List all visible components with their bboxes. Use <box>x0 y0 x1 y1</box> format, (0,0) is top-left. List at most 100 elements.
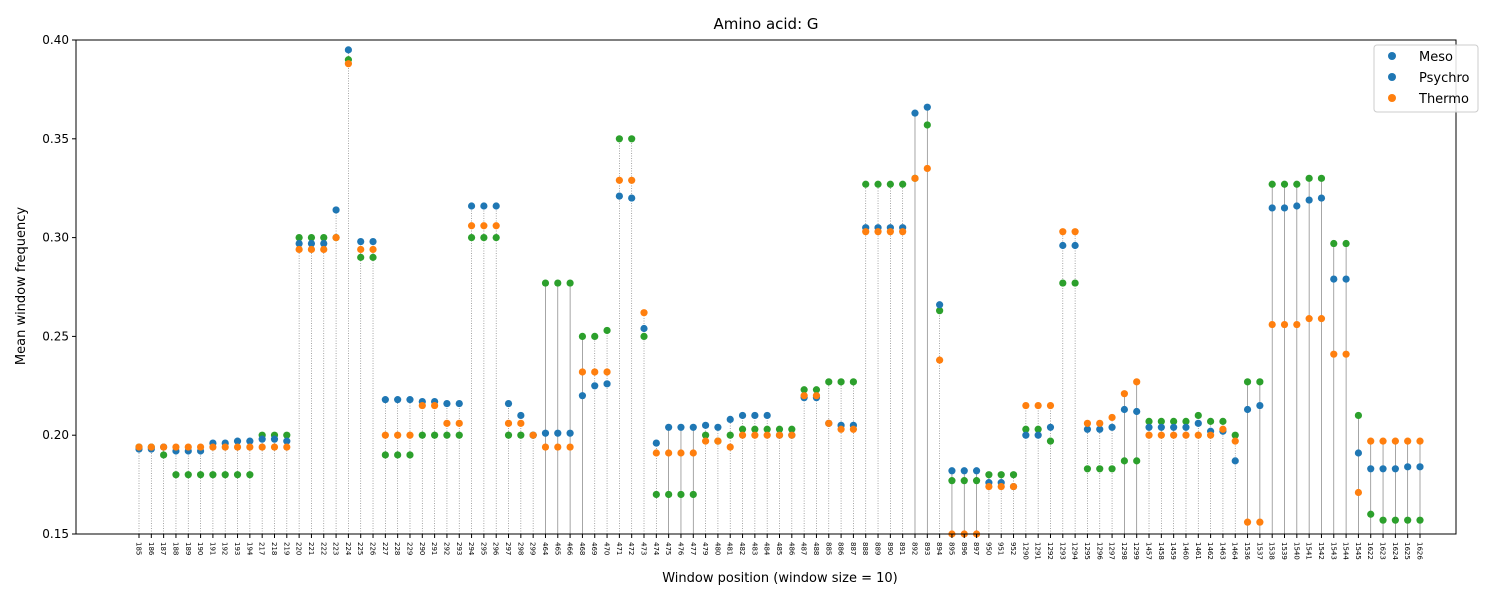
data-point-meso <box>701 431 710 439</box>
x-tick-label: 224 <box>344 542 352 556</box>
x-tick-label: 194 <box>245 542 253 556</box>
data-point-thermo <box>270 443 279 451</box>
data-point-thermo <box>480 222 488 230</box>
data-point-thermo <box>1096 419 1104 427</box>
x-tick-label: 293 <box>455 542 463 555</box>
data-point-psychro <box>689 423 697 431</box>
x-tick-label: 888 <box>861 542 869 555</box>
data-point-meso <box>603 326 611 335</box>
data-point-meso <box>751 425 759 433</box>
data-point-psychro <box>1293 202 1301 210</box>
data-point-psychro <box>1157 423 1165 431</box>
data-point-meso <box>1404 516 1412 524</box>
x-tick-label: 1539 <box>1280 542 1288 560</box>
x-tick-label: 1624 <box>1391 542 1399 560</box>
data-point-thermo <box>1046 401 1055 410</box>
data-point-thermo <box>714 437 722 445</box>
data-point-thermo <box>529 431 537 439</box>
data-point-meso <box>246 471 254 479</box>
data-point-psychro <box>1367 465 1375 473</box>
data-point-psychro <box>591 382 599 390</box>
data-point-thermo <box>517 419 525 427</box>
data-point-thermo <box>1170 431 1178 439</box>
data-point-thermo <box>492 222 500 230</box>
data-point-meso <box>1108 465 1116 473</box>
data-point-thermo <box>196 443 205 451</box>
data-point-psychro <box>492 202 500 210</box>
x-tick-label: 889 <box>874 542 882 555</box>
data-point-meso <box>1071 279 1079 287</box>
data-point-thermo <box>985 482 993 491</box>
data-point-thermo <box>1391 437 1399 445</box>
data-point-thermo <box>874 228 882 236</box>
data-point-thermo <box>1330 350 1338 358</box>
x-tick-label: 895 <box>947 542 955 555</box>
data-point-thermo <box>788 431 796 439</box>
data-point-thermo <box>443 419 451 427</box>
data-point-psychro <box>1354 449 1363 457</box>
data-point-psychro <box>714 423 722 431</box>
x-tick-label: 1537 <box>1255 542 1263 560</box>
data-point-meso <box>800 386 808 394</box>
data-point-meso <box>1145 417 1153 425</box>
data-point-meso <box>665 490 673 499</box>
x-tick-label: 295 <box>479 542 487 555</box>
data-point-psychro <box>911 109 919 117</box>
data-point-thermo <box>726 443 734 451</box>
data-point-meso <box>357 253 365 261</box>
x-tick-label: 1457 <box>1145 542 1153 560</box>
x-tick-label: 217 <box>258 542 266 555</box>
data-point-meso <box>825 378 833 386</box>
x-tick-label: 487 <box>800 542 808 555</box>
data-point-thermo <box>1145 431 1153 439</box>
data-point-psychro <box>960 467 968 475</box>
data-point-psychro <box>1416 463 1424 471</box>
data-point-meso <box>418 431 426 439</box>
data-point-meso <box>443 431 451 439</box>
data-point-thermo <box>332 234 340 242</box>
x-tick-label: 464 <box>541 542 549 556</box>
x-tick-label: 219 <box>282 542 290 555</box>
x-tick-label: 477 <box>689 542 697 555</box>
data-point-meso <box>1170 417 1178 425</box>
data-point-thermo <box>1367 437 1375 445</box>
data-point-psychro <box>751 411 759 420</box>
data-point-meso <box>1391 516 1399 524</box>
x-tick-label: 1461 <box>1194 542 1202 560</box>
data-point-meso <box>184 471 192 479</box>
data-point-meso <box>1219 417 1227 425</box>
x-axis: 185 186 187 188 189 190 191 192 193 194 217 218 219 2… <box>135 534 1424 560</box>
data-point-psychro <box>738 411 747 420</box>
data-point-meso <box>812 386 821 394</box>
data-point-thermo <box>615 176 623 184</box>
data-point-psychro <box>1022 431 1030 439</box>
data-point-psychro <box>1268 204 1276 212</box>
data-point-psychro <box>246 437 254 445</box>
data-point-psychro <box>554 429 562 437</box>
x-tick-label: 1290 <box>1021 542 1029 560</box>
data-point-meso <box>394 451 402 459</box>
y-tick-label: 0.40 <box>42 33 69 47</box>
x-tick-label: 1543 <box>1329 542 1337 560</box>
legend-marker <box>1388 94 1396 102</box>
data-point-thermo <box>381 431 389 439</box>
data-point-psychro <box>615 192 623 200</box>
x-tick-label: 1625 <box>1403 542 1411 560</box>
x-tick-label: 897 <box>972 542 980 555</box>
data-point-meso <box>1034 425 1042 433</box>
x-tick-label: 1295 <box>1083 542 1091 560</box>
data-point-psychro <box>578 392 587 400</box>
data-point-thermo <box>997 482 1005 491</box>
data-point-meso <box>406 451 414 459</box>
data-point-psychro <box>1256 401 1264 410</box>
x-tick-label: 292 <box>442 542 450 555</box>
x-tick-label: 1297 <box>1108 542 1116 560</box>
data-point-meso <box>233 471 242 479</box>
data-point-meso <box>652 490 660 499</box>
x-tick-label: 1298 <box>1120 542 1128 560</box>
data-point-thermo <box>1243 518 1252 526</box>
data-point-thermo <box>147 443 155 451</box>
x-tick-label: 228 <box>393 542 401 555</box>
data-point-thermo <box>1317 315 1326 323</box>
data-point-meso <box>1133 457 1141 465</box>
